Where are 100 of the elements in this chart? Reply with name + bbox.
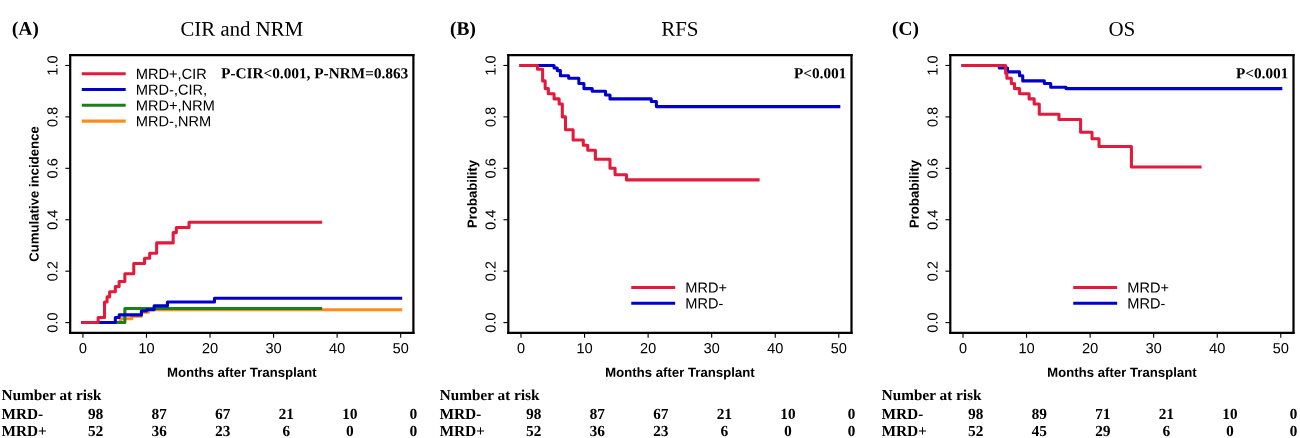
y-tick-label: 0.8 — [485, 107, 496, 127]
text: 89 — [1032, 408, 1047, 420]
x-tick-label: 10 — [139, 342, 155, 354]
y-axis-title: Probability — [467, 160, 480, 228]
text: 10 — [1223, 408, 1237, 420]
x-tick-label: 0 — [79, 342, 87, 354]
text: 98 — [968, 408, 983, 420]
x-tick-label: 30 — [1146, 342, 1162, 354]
x-tick-label: 30 — [704, 342, 720, 354]
x-tick-label: 10 — [1019, 342, 1035, 354]
text: 98 — [88, 408, 103, 420]
text: 23 — [653, 425, 668, 437]
x-tick-label: 40 — [767, 342, 783, 354]
text: 52 — [526, 425, 541, 437]
text: 52 — [88, 425, 103, 437]
annotation: P<0.001 — [794, 68, 846, 79]
y-tick-label: 0.6 — [927, 158, 938, 178]
x-tick-label: 20 — [1082, 342, 1098, 354]
text: 36 — [590, 425, 605, 437]
text: 98 — [526, 408, 541, 420]
legend-label: MRD- — [686, 298, 723, 309]
text: 10 — [343, 408, 357, 420]
y-tick-label: 0.2 — [47, 261, 58, 281]
text: 0 — [848, 425, 855, 437]
text: 36 — [152, 425, 167, 437]
y-tick-label: 0.0 — [47, 313, 58, 333]
text: 29 — [1095, 425, 1110, 437]
annotation: P<0.001 — [1236, 68, 1288, 79]
y-tick-label: 1.0 — [485, 55, 496, 75]
annotation: P-CIR<0.001, P-NRM=0.863 — [221, 68, 408, 81]
x-tick-label: 0 — [517, 342, 525, 354]
text: MRD+ — [439, 425, 485, 437]
y-tick-label: 0.6 — [47, 158, 58, 178]
text: 10 — [781, 408, 795, 420]
text: MRD- — [881, 408, 923, 419]
y-tick-label: 1.0 — [927, 55, 938, 75]
x-tick-label: 20 — [640, 342, 656, 354]
legend-label: MRD-,CIR, — [137, 84, 206, 97]
chart-title: OS — [1109, 21, 1134, 36]
legend-label: MRD-,NRM — [137, 116, 210, 129]
legend-label: MRD+,CIR — [137, 68, 207, 81]
x-axis-title: Months after Transplant — [167, 367, 317, 380]
text: 6 — [1163, 425, 1170, 437]
x-tick-label: 50 — [831, 342, 847, 354]
text: 0 — [1290, 408, 1297, 420]
y-tick-label: 1.0 — [47, 55, 58, 75]
x-tick-label: 10 — [577, 342, 593, 354]
text: 0 — [1290, 425, 1297, 437]
text: 21 — [1159, 408, 1174, 419]
text: Number at risk — [439, 389, 540, 401]
y-tick-label: 0.4 — [485, 210, 496, 230]
text: 45 — [1031, 425, 1047, 437]
text: Number at risk — [881, 389, 982, 401]
text: 0 — [1226, 425, 1234, 437]
x-tick-label: 30 — [266, 342, 282, 354]
y-tick-label: 0.0 — [927, 313, 938, 333]
text: 0 — [784, 425, 792, 437]
y-tick-label: 0.4 — [47, 210, 58, 230]
text: 67 — [653, 408, 669, 420]
text: MRD- — [1, 408, 43, 419]
text: 67 — [215, 408, 230, 420]
text: 21 — [279, 408, 294, 419]
text: 87 — [152, 408, 167, 420]
text: 0 — [410, 408, 417, 420]
y-axis-title: Probability — [909, 160, 922, 228]
text: Number at risk — [1, 389, 102, 401]
x-axis-title: Months after Transplant — [606, 367, 755, 380]
text: MRD- — [439, 408, 481, 419]
text: 6 — [282, 425, 290, 437]
text: (C) — [892, 21, 919, 40]
text: 21 — [717, 408, 732, 419]
text: (B) — [450, 21, 476, 40]
text: 71 — [1096, 408, 1110, 419]
chart-title: CIR and NRM — [181, 21, 303, 36]
text: 0 — [848, 408, 855, 420]
legend-label: MRD- — [1128, 298, 1165, 309]
legend-label: MRD+ — [1128, 282, 1169, 293]
legend-label: MRD+ — [686, 282, 727, 293]
legend-label: MRD+,NRM — [137, 100, 214, 113]
x-axis-title: Months after Transplant — [1048, 367, 1197, 380]
y-tick-label: 0.8 — [927, 107, 938, 127]
y-tick-label: 0.8 — [47, 107, 58, 127]
text: 52 — [968, 425, 983, 437]
text: MRD+ — [881, 425, 927, 437]
text: MRD+ — [1, 425, 46, 437]
y-tick-label: 0.2 — [485, 261, 496, 281]
text: 6 — [721, 425, 728, 437]
text: 0 — [410, 425, 417, 437]
x-tick-label: 0 — [959, 342, 967, 354]
text: 87 — [590, 408, 605, 420]
y-tick-label: 0.4 — [927, 210, 938, 230]
y-tick-label: 0.0 — [485, 313, 496, 333]
y-axis-title: Cumulative incidence — [29, 126, 39, 262]
x-tick-label: 50 — [1273, 342, 1289, 354]
y-tick-label: 0.2 — [927, 261, 938, 281]
x-tick-label: 20 — [202, 342, 218, 354]
text: 0 — [346, 425, 354, 437]
x-tick-label: 40 — [1209, 342, 1225, 354]
x-tick-label: 40 — [329, 342, 345, 354]
y-tick-label: 0.6 — [485, 158, 496, 178]
